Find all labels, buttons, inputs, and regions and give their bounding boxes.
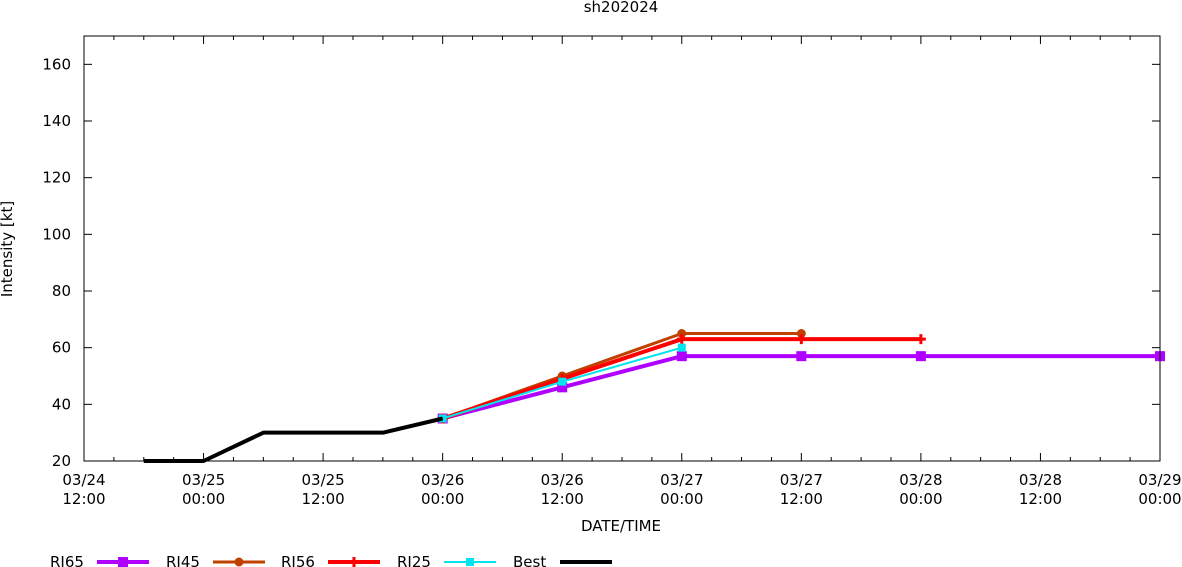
data-point-ri65 [557, 382, 568, 393]
series-best [143, 416, 444, 463]
x-tick-time-label: 00:00 [182, 490, 225, 508]
data-point-ri25 [677, 343, 686, 352]
x-tick-date-label: 03/25 [301, 471, 344, 489]
x-tick-time-label: 12:00 [541, 490, 584, 508]
x-tick-time-label: 00:00 [421, 490, 464, 508]
y-tick-label: 20 [52, 452, 71, 470]
legend-label: RI45 [166, 553, 200, 567]
legend-label: Best [513, 553, 546, 567]
x-tick-time-label: 12:00 [301, 490, 344, 508]
y-tick-label: 140 [42, 112, 71, 130]
series-line-ri65 [442, 354, 1160, 421]
legend-label: RI65 [50, 553, 84, 567]
x-tick-time-label: 00:00 [660, 490, 703, 508]
data-point-ri25 [558, 377, 567, 386]
data-point-ri45 [796, 329, 806, 338]
x-tick-date-label: 03/28 [899, 471, 942, 489]
legend-swatch-marker [466, 558, 474, 566]
data-point-ri45 [677, 329, 687, 338]
x-tick-date-label: 03/27 [660, 471, 703, 489]
data-point-ri65 [796, 351, 807, 362]
y-tick-label: 40 [52, 395, 71, 413]
plot-frame [83, 35, 1161, 462]
x-tick-date-label: 03/24 [62, 471, 105, 489]
x-tick-date-label: 03/29 [1138, 471, 1181, 489]
axis-ticks: 2040608010012014016003/2412:0003/2500:00… [42, 36, 1182, 508]
y-axis-label: Intensity [kt] [0, 201, 16, 297]
x-tick-time-label: 12:00 [780, 490, 823, 508]
x-tick-date-label: 03/27 [780, 471, 823, 489]
legend-label: RI56 [281, 553, 315, 567]
y-tick-label: 120 [42, 169, 71, 187]
y-tick-label: 60 [52, 339, 71, 357]
data-point-ri65 [915, 351, 926, 362]
x-tick-time-label: 12:00 [62, 490, 105, 508]
data-point-ri65 [676, 351, 687, 362]
series-ri45 [438, 329, 806, 423]
data-point-ri56 [676, 334, 687, 345]
x-tick-time-label: 12:00 [1019, 490, 1062, 508]
x-tick-date-label: 03/26 [541, 471, 584, 489]
legend-label: RI25 [397, 553, 431, 567]
data-point-ri56 [915, 334, 926, 345]
y-tick-label: 100 [42, 225, 71, 243]
x-tick-time-label: 00:00 [899, 490, 942, 508]
y-tick-label: 160 [42, 55, 71, 73]
data-point-ri56 [796, 334, 807, 345]
x-axis-label: DATE/TIME [581, 517, 661, 535]
x-tick-date-label: 03/28 [1019, 471, 1062, 489]
x-tick-date-label: 03/26 [421, 471, 464, 489]
series-line-best [143, 416, 444, 463]
legend-swatch-marker [234, 557, 244, 567]
x-tick-date-label: 03/25 [182, 471, 225, 489]
legend: RI65 RI45 RI56 RI25 Best [50, 553, 612, 567]
x-tick-time-label: 00:00 [1138, 490, 1181, 508]
series-layer [143, 329, 1165, 463]
chart-title: sh202024 [584, 0, 659, 16]
y-tick-label: 80 [52, 282, 71, 300]
legend-swatch-marker [349, 557, 359, 567]
legend-swatch-marker [118, 557, 128, 567]
